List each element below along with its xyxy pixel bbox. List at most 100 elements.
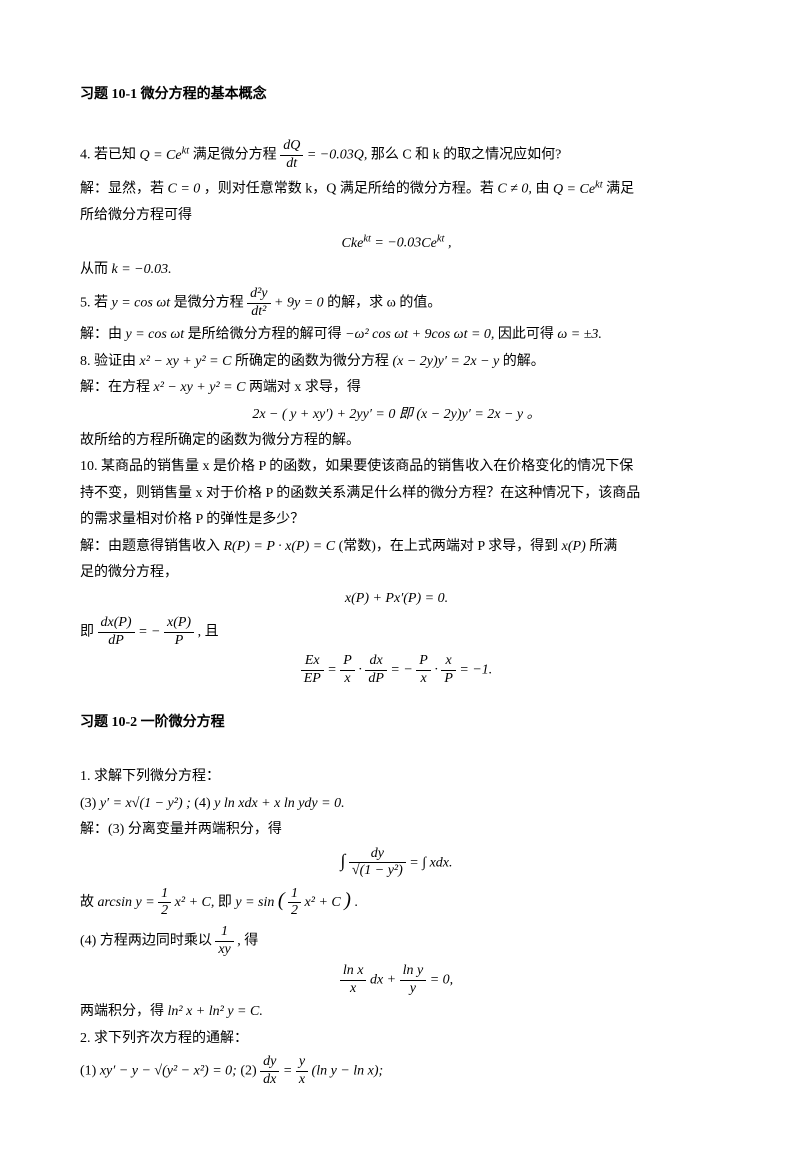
p10-q1: 10. 某商品的销售量 x 是价格 P 的函数，如果要使该商品的销售收入在价格变…: [80, 456, 713, 478]
s2-p1-a3b: 故 arcsin y = 12 x² + C, 即 y = sin ( 12 x…: [80, 884, 713, 920]
p10-q3: 的需求量相对价格 P 的弹性是多少？: [80, 509, 713, 531]
text: 所确定的函数为微分方程: [235, 354, 389, 369]
math: dx +: [370, 972, 400, 987]
math: = −0.03Q,: [307, 148, 368, 163]
text: (3): [80, 796, 100, 811]
text: 4. 若已知: [80, 148, 136, 163]
math: ω = ±3.: [557, 327, 602, 342]
text: = −: [390, 663, 412, 678]
p8-answer-1: 解：在方程 x² − xy + y² = C 两端对 x 求导，得: [80, 377, 713, 399]
p10-eq-c2: ExEP = Px · dxdP = − Px · xP = −1.: [80, 653, 713, 688]
p4-eq-center: Ckekt = −0.03Cekt ,: [80, 231, 713, 255]
s2-p2-subq: (1) xy′ − y − √(y² − x²) = 0; (2) dydx =…: [80, 1054, 713, 1089]
math: Q = Cekt: [553, 182, 603, 197]
math: x(P): [562, 539, 586, 554]
p10-answer-1: 解：由题意得销售收入 R(P) = P · x(P) = C (常数)，在上式两…: [80, 536, 713, 558]
math: arcsin y =: [98, 895, 159, 910]
math: xy′ − y − √(y² − x²) = 0;: [100, 1064, 237, 1079]
math: C ≠ 0,: [497, 182, 532, 197]
s2-p1-eqc1: ∫ dy√(1 − y²) = ∫ xdx.: [80, 846, 713, 881]
math: C = 0: [168, 182, 201, 197]
p8-eq-center: 2x − ( y + xy′) + 2yy′ = 0 即 (x − 2y)y′ …: [80, 404, 713, 426]
p10-answer-3: 即 dx(P)dP = − x(P)P , 且: [80, 615, 713, 650]
paren: ): [344, 889, 351, 911]
fraction: d²ydt²: [247, 286, 270, 321]
p4-answer-1: 解：显然，若 C = 0 ，则对任意常数 k，Q 满足所给的微分方程。若 C ≠…: [80, 177, 713, 201]
math: −ω² cos ωt + 9cos ωt = 0,: [345, 327, 494, 342]
p10-q2: 持不变，则销售量 x 对于价格 P 的函数关系满足什么样的微分方程？在这种情况下…: [80, 483, 713, 505]
paren: (: [278, 889, 285, 911]
s2-p1-a4: (4) 方程两边同时乘以 1xy , 得: [80, 924, 713, 959]
p4-question: 4. 若已知 Q = Cekt 满足微分方程 dQdt = −0.03Q, 那么…: [80, 138, 713, 173]
p8-answer-last: 故所给的方程所确定的函数为微分方程的解。: [80, 430, 713, 452]
text: 即: [80, 624, 94, 639]
math: x² + C: [305, 895, 341, 910]
fraction: dydx: [260, 1054, 279, 1089]
math: (x − 2y)y′ = 2x − y: [392, 354, 499, 369]
fraction: ln xx: [340, 963, 367, 998]
text: (4) 方程两边同时乘以: [80, 934, 212, 949]
text: , 且: [198, 624, 219, 639]
math: = −: [138, 624, 160, 639]
s2-p1-eqc2: ln xx dx + ln yy = 0,: [80, 963, 713, 998]
text: 解：在方程: [80, 380, 150, 395]
p8-question: 8. 验证由 x² − xy + y² = C 所确定的函数为微分方程 (x −…: [80, 351, 713, 373]
math: = ∫ xdx.: [409, 855, 452, 870]
text: 满足微分方程: [193, 148, 277, 163]
text: (4): [194, 796, 214, 811]
math: ln² x + ln² y = C.: [168, 1004, 263, 1019]
fraction: dy√(1 − y²): [349, 846, 406, 881]
fraction: 1xy: [215, 924, 233, 959]
integral: ∫: [340, 850, 345, 870]
text: ·: [358, 663, 365, 678]
fraction: x(P)P: [164, 615, 194, 650]
fraction: Px: [416, 653, 431, 688]
math: Q = Cekt: [140, 148, 190, 163]
text: 两端积分，得: [80, 1004, 164, 1019]
text: 是微分方程: [174, 295, 244, 310]
text: 从而: [80, 262, 108, 277]
math: = 0,: [430, 972, 453, 987]
math: y = cos ωt: [126, 327, 185, 342]
section-10-2-title: 习题 10-2 一阶微分方程: [80, 712, 713, 734]
text: ·: [434, 663, 441, 678]
fraction: 12: [288, 886, 301, 921]
fraction: yx: [296, 1054, 308, 1089]
text: 故: [80, 895, 94, 910]
text: (1): [80, 1064, 100, 1079]
document-page: 习题 10-1 微分方程的基本概念 4. 若已知 Q = Cekt 满足微分方程…: [0, 0, 793, 1153]
text: 的解。: [503, 354, 545, 369]
p5-question: 5. 若 y = cos ωt 是微分方程 d²ydt² + 9y = 0 的解…: [80, 286, 713, 321]
text: (2): [240, 1064, 260, 1079]
text: 满足: [606, 182, 634, 197]
text: 那么 C 和 k 的取之情况应如何?: [371, 148, 562, 163]
text: 5. 若: [80, 295, 108, 310]
text: 由: [535, 182, 549, 197]
math: + 9y = 0: [274, 295, 324, 310]
text: 8. 验证由: [80, 354, 136, 369]
text: 解：由题意得销售收入: [80, 539, 220, 554]
text: 解：由: [80, 327, 122, 342]
fraction: ExEP: [301, 653, 324, 688]
s2-p1-a3: 解：(3) 分离变量并两端积分，得: [80, 819, 713, 841]
math: (ln y − ln x);: [312, 1064, 384, 1079]
math: R(P) = P · x(P) = C: [224, 539, 336, 554]
text: = −1.: [459, 663, 492, 678]
math: x² − xy + y² = C: [154, 380, 246, 395]
text: 解：显然，若: [80, 182, 164, 197]
s2-p2-q: 2. 求下列齐次方程的通解：: [80, 1028, 713, 1050]
fraction: dxdP: [365, 653, 387, 688]
fraction: dx(P)dP: [98, 615, 135, 650]
math: y ln xdx + x ln ydy = 0.: [214, 796, 344, 811]
p4-answer-2: 所给微分方程可得: [80, 205, 713, 227]
math: y′ = x√(1 − y²) ;: [100, 796, 191, 811]
text: 所满: [589, 539, 617, 554]
s2-p1-subq: (3) y′ = x√(1 − y²) ; (4) y ln xdx + x l…: [80, 793, 713, 815]
p10-answer-2: 足的微分方程，: [80, 562, 713, 584]
text: , 得: [237, 934, 258, 949]
p10-eq-c1: x(P) + Px′(P) = 0.: [80, 588, 713, 610]
text: 是所给微分方程的解可得: [188, 327, 342, 342]
s2-p1-q: 1. 求解下列微分方程：: [80, 766, 713, 788]
math: y = sin: [235, 895, 274, 910]
text: 即: [218, 895, 232, 910]
